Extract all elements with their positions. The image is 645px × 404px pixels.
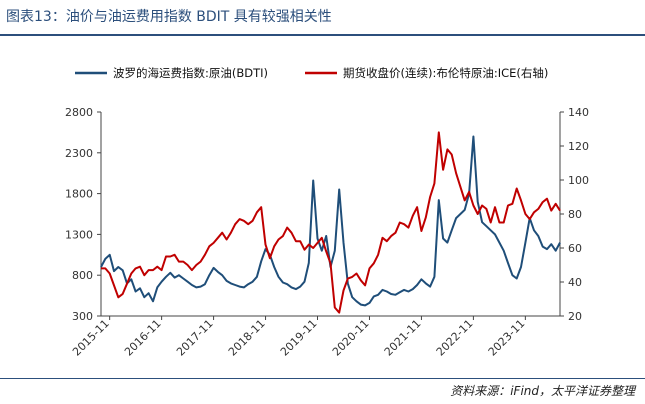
chart-legend: 波罗的海运费指数:原油(BDTI) 期货收盘价(连续):布伦特原油:ICE(右轴) [75, 66, 548, 80]
figure-title: 图表13：油价与油运费用指数 BDIT 具有较强相关性 [6, 9, 332, 25]
left-tick-label: 2300 [65, 147, 93, 160]
x-tick-label: 2021-11 [382, 317, 424, 359]
left-tick-label: 1300 [65, 228, 93, 241]
right-tick-label: 60 [568, 242, 582, 255]
left-tick-label: 800 [72, 269, 93, 282]
x-tick-label: 2018-11 [226, 317, 268, 359]
right-tick-label: 20 [568, 310, 582, 323]
right-tick-label: 40 [568, 276, 582, 289]
footer-divider [0, 378, 645, 379]
right-tick-label: 100 [568, 174, 589, 187]
tick-labels: 300 800 1300 1800 2300 2800 20 40 60 80 100 120 140 2… [65, 106, 589, 359]
chart-axes [97, 111, 564, 320]
title-divider [0, 34, 645, 36]
left-tick-label: 2800 [65, 106, 93, 119]
series-line-brent [101, 131, 561, 314]
x-tick-label: 2016-11 [122, 317, 164, 359]
title-bar: 图表13：油价与油运费用指数 BDIT 具有较强相关性 [0, 0, 645, 34]
x-tick-label: 2022-11 [434, 317, 476, 359]
left-tick-label: 1800 [65, 188, 93, 201]
right-tick-label: 140 [568, 106, 589, 119]
x-tick-label: 2020-11 [330, 317, 372, 359]
x-tick-label: 2017-11 [174, 317, 216, 359]
legend-label: 波罗的海运费指数:原油(BDTI) [113, 66, 268, 80]
x-tick-label: 2015-11 [70, 317, 112, 359]
legend-label: 期货收盘价(连续):布伦特原油:ICE(右轴) [343, 66, 548, 80]
source-note: 资料来源：iFind，太平洋证券整理 [450, 384, 635, 398]
right-tick-label: 80 [568, 208, 582, 221]
plot-area [100, 131, 561, 314]
x-tick-label: 2023-11 [486, 317, 528, 359]
x-tick-label: 2019-11 [278, 317, 320, 359]
left-tick-label: 300 [72, 310, 93, 323]
right-tick-label: 120 [568, 140, 589, 153]
